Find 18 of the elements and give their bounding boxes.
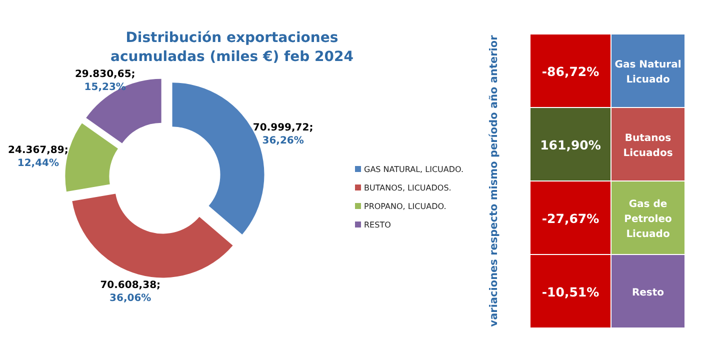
category-label: Gas Natural Licuado	[614, 59, 682, 86]
data-label: 29.830,65; 15,23%	[74, 68, 136, 93]
data-label: 70.608,38; 36,06%	[100, 280, 161, 304]
data-label: -27,67%	[542, 210, 600, 226]
data-label: 161,90%	[540, 137, 602, 152]
data-label: -10,51%	[542, 284, 600, 300]
data-label: -86,72%	[542, 64, 600, 79]
data-label: 24.367,89; 12,44%	[8, 144, 68, 169]
category-label: Butanos Licuados	[623, 132, 673, 159]
data-label: 70.999,72; 36,26%	[252, 122, 314, 146]
legend-label: PROPANO, LICUADO.	[364, 202, 446, 211]
category-label: Gas de Petroleo Licuado	[624, 198, 672, 240]
category-label: Resto	[632, 287, 664, 298]
chart-title: Distribución exportaciones acumuladas (miles €) feb 2024	[110, 30, 354, 65]
legend-label: BUTANOS, LICUADOS.	[364, 184, 452, 192]
legend-label: GAS NATURAL, LICUADO.	[364, 165, 464, 174]
legend-label: RESTO	[364, 220, 391, 230]
text: variaciones respecto mismo período año anterior	[488, 34, 500, 327]
